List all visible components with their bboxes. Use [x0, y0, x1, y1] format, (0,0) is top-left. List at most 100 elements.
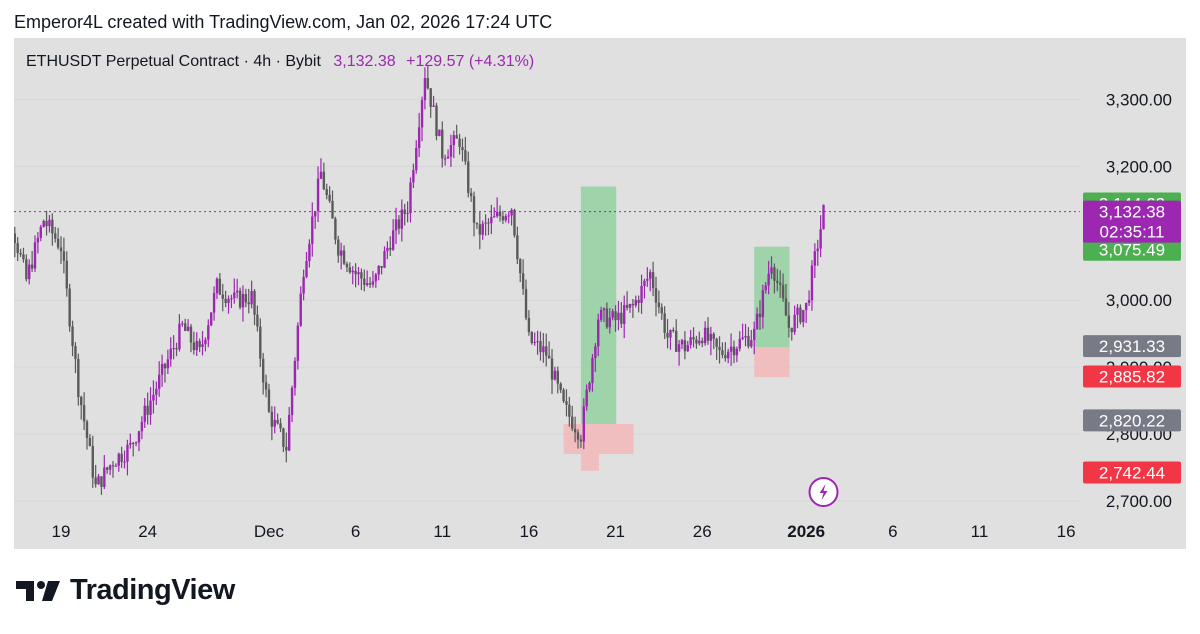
candle-body: [547, 355, 551, 359]
y-tick-label: 3,200.00: [1106, 157, 1172, 176]
candle-body: [617, 312, 620, 321]
candle-body: [608, 317, 611, 328]
candle-body: [279, 423, 282, 429]
candle-body: [244, 294, 248, 303]
candle-body: [643, 280, 646, 286]
candle-body: [166, 359, 170, 369]
candle-body: [207, 325, 210, 340]
candle-body: [45, 220, 48, 227]
candle-body: [669, 329, 672, 338]
candle-body: [649, 272, 652, 279]
tradingview-logo-icon: [16, 580, 60, 601]
candle-body: [282, 428, 285, 447]
candle-body: [490, 217, 493, 224]
candle-body: [631, 303, 635, 306]
candle-body: [186, 326, 190, 331]
candle-body: [311, 216, 314, 244]
candle-body: [588, 382, 591, 390]
candle-body: [591, 357, 594, 383]
candle-body: [409, 182, 412, 214]
candle-body: [172, 348, 175, 350]
candle-body: [735, 348, 739, 356]
candle-body: [677, 344, 681, 352]
candle-body: [117, 453, 120, 466]
candle-body: [129, 442, 132, 445]
candle-body: [501, 216, 505, 221]
candle-body: [614, 311, 617, 321]
candle-body: [400, 209, 404, 229]
candle-body: [267, 389, 271, 412]
candle-body: [215, 278, 219, 294]
candle-body: [259, 326, 262, 359]
candle-body: [741, 337, 744, 339]
candle-body: [195, 341, 198, 351]
candle-body: [94, 477, 97, 485]
candle-body: [790, 327, 793, 333]
price-tag-label: 2,820.22: [1099, 411, 1165, 430]
candle-body: [140, 421, 144, 432]
candle-body: [417, 127, 421, 148]
candle-body: [62, 251, 66, 261]
candle-body: [189, 326, 193, 343]
candle-body: [221, 294, 224, 299]
candle-body: [585, 389, 588, 407]
candle-body: [363, 278, 366, 286]
candle-body: [738, 338, 741, 349]
candle-body: [553, 370, 557, 380]
candle-body: [449, 145, 453, 157]
candle-body: [804, 302, 808, 311]
candle-body: [198, 341, 201, 348]
candle-body: [97, 476, 100, 485]
candle-body: [686, 345, 689, 352]
candle-body: [715, 338, 718, 347]
candle-body: [579, 439, 583, 442]
candle-body: [767, 273, 770, 286]
candle-body: [810, 265, 814, 301]
chart-svg[interactable]: 19 24 Dec 6 11 16 21 26 2026 6 11 16 3,300.00 3,200.0…: [14, 38, 1186, 549]
candle-body: [813, 251, 817, 266]
current-price-label: 3,132.38: [1099, 203, 1165, 222]
candle-body: [120, 453, 123, 462]
candle-body: [68, 288, 71, 327]
candle-body: [235, 290, 239, 293]
candle-body: [545, 346, 548, 356]
candle-body: [204, 339, 207, 345]
last-price-value: 3,132.38: [333, 53, 396, 70]
candle-body: [539, 341, 542, 353]
tradingview-logo[interactable]: TradingView: [16, 574, 235, 607]
candle-body: [519, 259, 522, 274]
candle-body: [256, 314, 259, 327]
candle-body: [729, 346, 733, 352]
candle-body: [521, 273, 525, 289]
price-tag: [1083, 461, 1181, 484]
chart-area[interactable]: 19 24 Dec 6 11 16 21 26 2026 6 11 16 3,300.00 3,200.0…: [14, 38, 1186, 549]
candle-body: [692, 337, 695, 340]
x-tick-label: 2026: [787, 522, 825, 541]
candle-body: [807, 300, 811, 303]
candle-body: [325, 189, 328, 196]
candle-body: [25, 259, 28, 280]
candle-body: [487, 222, 490, 224]
candle-body: [178, 323, 181, 350]
candle-body: [770, 267, 773, 274]
candle-body: [233, 292, 236, 299]
candle-body: [250, 291, 253, 305]
loss-zone: [580, 454, 599, 471]
price-tag-label: 2,931.33: [1099, 337, 1165, 356]
candle-body: [718, 346, 721, 351]
candle-body: [134, 442, 138, 444]
candle-body: [446, 156, 450, 159]
candle-body: [651, 272, 655, 289]
candle-body: [758, 313, 762, 318]
candle-body: [819, 229, 822, 249]
x-tick-label: 11: [433, 522, 451, 541]
candle-body: [599, 309, 603, 320]
candle-body: [354, 270, 357, 275]
candle-body: [516, 235, 519, 260]
candle-body: [59, 247, 63, 252]
candle-body: [126, 444, 129, 462]
candle-body: [605, 308, 609, 328]
candle-body: [675, 330, 678, 352]
candle-body: [816, 248, 819, 252]
x-tick-label: 24: [138, 522, 157, 541]
